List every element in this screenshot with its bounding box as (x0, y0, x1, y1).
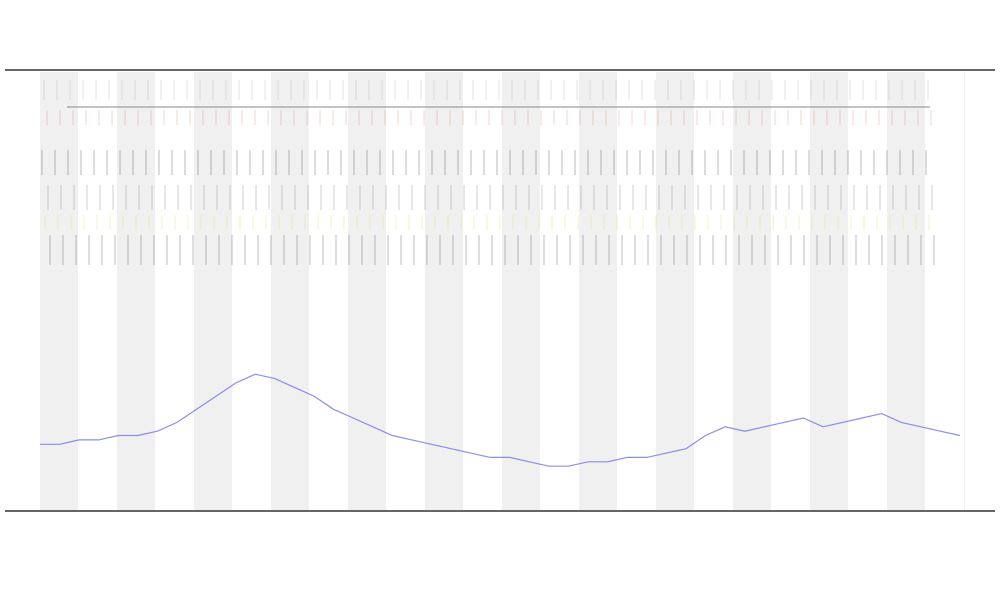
series-line (40, 373, 961, 467)
event-raster (40, 72, 935, 272)
plot-area (40, 373, 961, 467)
